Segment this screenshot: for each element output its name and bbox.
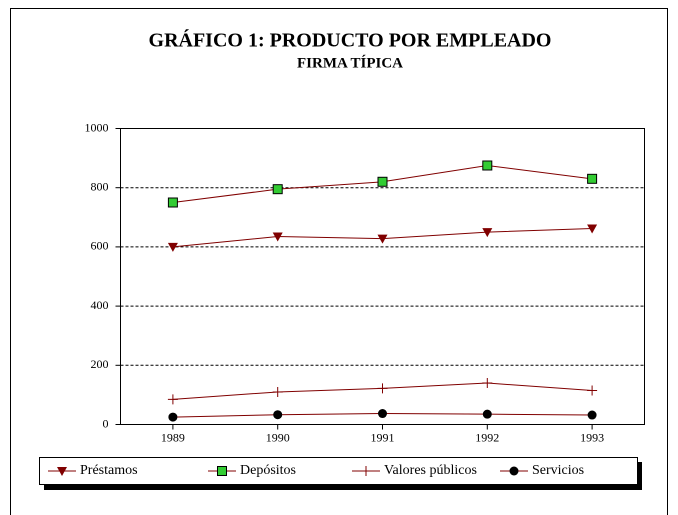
y-tick-label: 600 — [91, 239, 109, 253]
marker — [272, 386, 283, 397]
y-tick-label: 0 — [103, 416, 109, 430]
chart-subtitle: FIRMA TÍPICA — [297, 54, 403, 71]
x-tick-label: 1989 — [161, 430, 185, 444]
legend-label: Depósitos — [240, 463, 296, 478]
marker — [378, 409, 387, 419]
marker — [482, 409, 492, 419]
marker — [272, 184, 283, 195]
y-tick-label: 800 — [91, 179, 109, 193]
marker — [482, 160, 493, 171]
marker — [587, 385, 598, 396]
marker — [167, 197, 178, 208]
legend-label: Préstamos — [80, 463, 138, 478]
marker — [168, 412, 178, 422]
marker — [273, 410, 283, 420]
marker — [587, 173, 598, 184]
legend-box — [39, 457, 638, 485]
marker — [482, 378, 493, 389]
marker — [167, 394, 178, 405]
marker — [587, 410, 597, 420]
legend-label: Valores públicos — [384, 463, 477, 478]
marker — [377, 383, 388, 394]
marker — [509, 466, 519, 476]
marker — [272, 232, 283, 242]
legend-label: Servicios — [532, 463, 584, 478]
marker — [377, 234, 388, 244]
marker — [217, 466, 227, 476]
chart-title: GRÁFICO 1: PRODUCTO POR EMPLEADO — [149, 29, 552, 52]
y-tick-label: 200 — [91, 357, 109, 371]
x-tick-label: 1990 — [266, 430, 290, 444]
marker — [377, 176, 388, 187]
marker — [361, 466, 371, 476]
marker — [57, 467, 67, 476]
x-tick-label: 1993 — [580, 430, 604, 444]
marker — [167, 242, 178, 252]
frame — [10, 8, 668, 515]
marker — [587, 224, 598, 234]
y-tick-label: 1000 — [85, 120, 109, 134]
x-tick-label: 1992 — [475, 430, 499, 444]
y-tick-label: 400 — [91, 298, 109, 312]
marker — [482, 228, 493, 238]
x-tick-label: 1991 — [371, 430, 395, 444]
